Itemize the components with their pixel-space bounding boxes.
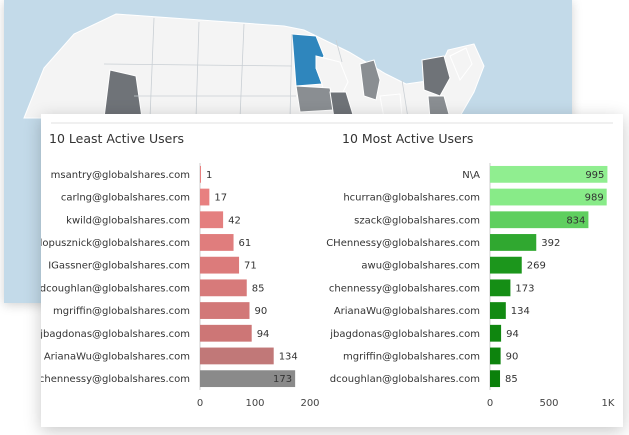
category-label: awu@globalshares.com [361,261,480,272]
bar [490,279,511,297]
data-label: 90 [506,351,519,362]
category-label: dcoughlan@globalshares.com [41,283,190,294]
bar [490,347,501,365]
category-label: carlng@globalshares.com [61,193,190,204]
user-activity-card: 10 Least Active Users 10 Most Active Use… [41,114,623,427]
bar [490,188,607,206]
state-border-line [401,79,409,119]
state-michigan [359,59,381,101]
data-label: 71 [244,261,257,272]
bar [490,370,501,388]
bar [200,279,247,297]
category-label: kwild@globalshares.com [66,215,190,226]
tick-label: 0 [197,398,203,409]
category-label: chennessy@globalshares.com [329,283,480,294]
bar [490,234,537,251]
data-label: 85 [252,283,265,294]
state-borders [103,17,409,119]
data-label: 42 [228,215,241,226]
category-label: szack@globalshares.com [354,215,480,226]
category-label: ArianaWu@globalshares.com [44,351,190,362]
least-active-title: 10 Least Active Users [49,131,184,146]
bar [200,165,201,183]
bar [200,234,234,251]
data-label: 1 [206,170,212,181]
data-label: 17 [214,193,227,204]
category-label: ArianaWu@globalshares.com [334,306,480,317]
bar [490,211,589,229]
state-border-line [103,63,293,67]
data-label: 173 [515,283,534,294]
category-label: chennessy@globalshares.com [41,374,190,385]
data-label: 90 [255,306,268,317]
category-label: IGassner@globalshares.com [48,261,190,272]
category-label: jbagdonas@globalshares.com [41,329,190,340]
category-label: jbagdonas@globalshares.com [329,329,480,340]
data-label: 173 [273,374,292,385]
state-northeast-dark [421,55,451,97]
bar [200,302,250,319]
data-label: 94 [257,329,270,340]
bar [200,211,224,229]
state-border-line [289,33,293,119]
category-label: dcoughlan@globalshares.com [330,374,480,385]
bar [200,370,296,388]
bar [490,324,502,342]
category-label: hcurran@globalshares.com [343,193,480,204]
category-label: mgriffin@globalshares.com [343,351,480,362]
data-label: 834 [566,215,585,226]
data-label: 85 [505,374,518,385]
tick-label: 1K [602,398,615,409]
tick-label: 0 [487,398,493,409]
most-active-chart: N\A 995 hcurran@globalshares.com 989 szack@g… [326,163,615,409]
category-label: msantry@globalshares.com [51,170,190,181]
bar [490,256,522,274]
state-new-england-light [449,47,473,81]
least-active-chart: msantry@globalshares.com 1 carlng@globalsh… [41,163,320,409]
bar [490,302,506,319]
us-land-mass [23,13,485,119]
data-label: 94 [506,329,519,340]
category-label: elopusznick@globalshares.com [41,238,190,249]
data-label: 995 [585,170,604,181]
data-label: 989 [585,193,604,204]
us-map [23,13,485,119]
category-label: CHennessy@globalshares.com [326,238,480,249]
state-border-line [239,23,245,119]
data-label: 134 [511,306,530,317]
bar [200,347,274,365]
state-border-line [149,17,155,119]
category-label: N\A [462,170,480,181]
state-west-coast-dark [103,69,143,119]
bar [200,188,210,206]
data-label: 61 [239,238,252,249]
most-active-title: 10 Most Active Users [342,131,473,146]
tick-label: 500 [539,398,558,409]
tick-label: 200 [300,398,319,409]
user-activity-charts: 10 Least Active Users 10 Most Active Use… [41,122,615,409]
bar [490,165,608,183]
data-label: 269 [527,261,546,272]
state-border-line [335,39,343,63]
data-label: 392 [541,238,560,249]
data-label: 134 [279,351,298,362]
tick-label: 100 [245,398,264,409]
category-label: mgriffin@globalshares.com [53,306,190,317]
bar [200,324,252,342]
state-border-line [195,21,200,119]
state-iowa [295,85,335,113]
bar [200,256,240,274]
